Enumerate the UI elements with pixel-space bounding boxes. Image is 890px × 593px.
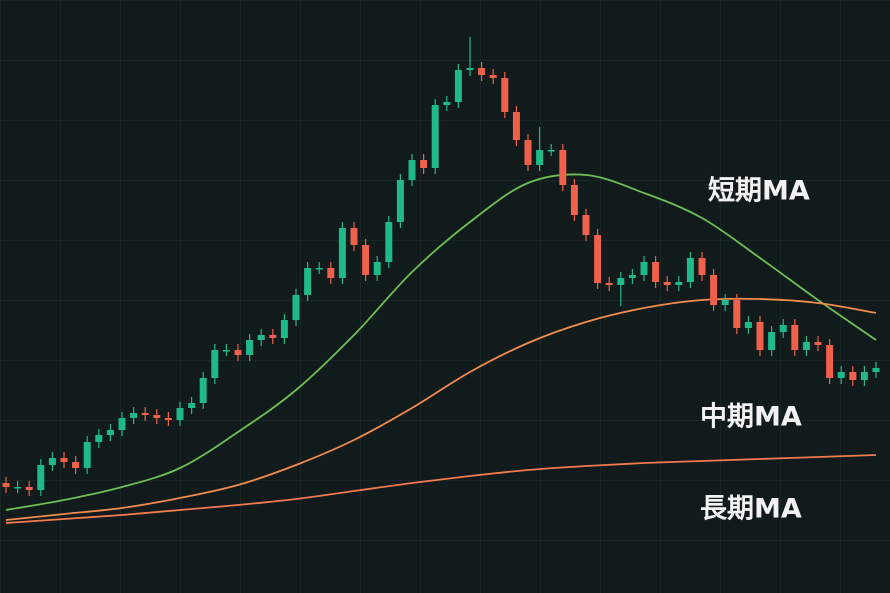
candle-body — [211, 350, 219, 378]
legend-label: 中期MA — [700, 402, 802, 433]
candle-body — [675, 282, 683, 285]
candle-body — [420, 160, 428, 168]
candle-body — [48, 458, 56, 465]
candles — [2, 37, 880, 496]
candle-body — [106, 430, 114, 435]
candle-body — [408, 160, 416, 180]
candle-body — [501, 78, 509, 112]
candle-body — [478, 68, 486, 75]
candle-body — [466, 68, 474, 70]
candle-body — [559, 150, 567, 185]
candle-body — [721, 300, 729, 305]
candle-body — [176, 408, 184, 420]
candle-body — [362, 245, 370, 275]
candle-body — [698, 258, 706, 275]
candle-body — [153, 415, 161, 418]
ma-line — [5, 454, 877, 524]
candle-body — [605, 283, 613, 285]
candle-body — [222, 350, 230, 352]
candle-body — [547, 150, 555, 152]
legend-label: 短期MA — [708, 176, 810, 207]
candle-body — [315, 268, 323, 270]
legend-label: 長期MA — [700, 494, 802, 525]
moving-averages — [5, 173, 877, 524]
candle-body — [744, 322, 752, 328]
candle-body — [791, 325, 799, 350]
candle-body — [814, 342, 822, 345]
candle-body — [779, 325, 787, 332]
candle-body — [83, 442, 91, 468]
candle-body — [454, 70, 462, 102]
ma-line — [5, 297, 877, 521]
candle-body — [733, 300, 741, 328]
candle-body — [257, 335, 265, 340]
candle-body — [72, 462, 80, 468]
candle-body — [234, 350, 242, 355]
candle-body — [396, 180, 404, 222]
candle-body — [188, 403, 196, 408]
candle-body — [292, 295, 300, 320]
candle-body — [489, 75, 497, 78]
candle-body — [756, 322, 764, 350]
candle-body — [710, 275, 718, 305]
candle-body — [130, 413, 138, 418]
candle-body — [640, 262, 648, 275]
candle-body — [768, 332, 776, 350]
candle-body — [199, 378, 207, 403]
candle-body — [570, 185, 578, 215]
candle-body — [25, 487, 33, 490]
candle-body — [141, 413, 149, 415]
candle-body — [37, 465, 45, 490]
candle-body — [512, 112, 520, 140]
candle-body — [826, 345, 834, 378]
candle-body — [60, 458, 68, 462]
candle-body — [536, 150, 544, 165]
candle-body — [373, 262, 381, 275]
candle-body — [164, 418, 172, 420]
candle-body — [628, 275, 636, 278]
candle-body — [837, 372, 845, 378]
candle-body — [350, 228, 358, 245]
candle-body — [443, 102, 451, 105]
candle-body — [663, 282, 671, 285]
candle-body — [385, 222, 393, 262]
candle-body — [280, 320, 288, 338]
candle-body — [686, 258, 694, 282]
candle-body — [338, 228, 346, 278]
candle-body — [524, 140, 532, 165]
candle-body — [2, 483, 10, 487]
candle-body — [860, 372, 868, 380]
candle-body — [304, 268, 312, 295]
candle-body — [431, 105, 439, 168]
candle-body — [849, 372, 857, 380]
candle-body — [594, 235, 602, 283]
candle-body — [269, 335, 277, 338]
candle-body — [327, 268, 335, 278]
candle-body — [872, 368, 880, 372]
candle-body — [802, 342, 810, 350]
ma-line — [5, 173, 877, 511]
candle-body — [617, 278, 625, 285]
candle-body — [246, 340, 254, 355]
candle-body — [14, 487, 22, 489]
candle-body — [118, 418, 126, 430]
candle-body — [582, 215, 590, 235]
candle-body — [95, 435, 103, 442]
candle-body — [652, 262, 660, 282]
